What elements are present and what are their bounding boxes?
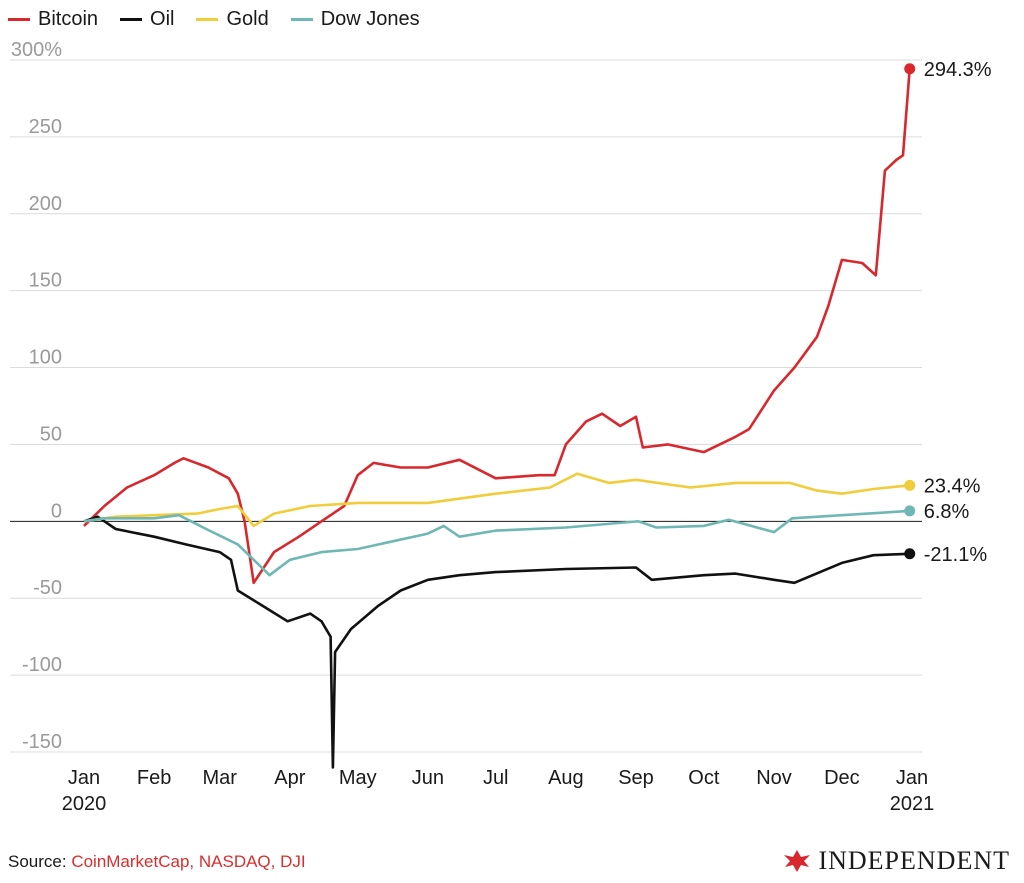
series-line-bitcoin [83,68,911,585]
x-tick-label: Oct [688,767,720,789]
series-end-label: 23.4% [924,475,981,497]
source-prefix: Source: [8,852,72,871]
x-tick-label: May [339,767,377,789]
y-tick-label: 100 [29,347,62,369]
series-end-label: -21.1% [924,544,988,566]
series-line-oil [83,515,910,769]
line-chart: 300% 250 200 150 100 50 0 -50 -100 -150 Jan 2020 Feb… [10,39,992,815]
x-tick-label: 2021 [890,793,935,815]
y-tick-label: -50 [33,577,62,599]
x-tick-label: Jun [412,767,444,789]
eagle-logo-icon [784,850,811,872]
series-end-label: 6.8% [924,501,970,523]
x-tick-label: Sep [618,767,654,789]
legend: Bitcoin Oil Gold Dow Jones [8,8,420,31]
series-end-point [904,63,916,75]
x-tick-label: Jul [483,767,509,789]
legend-swatch [290,18,313,21]
series-end-label: 294.3% [924,59,992,81]
legend-label: Dow Jones [320,8,420,30]
legend-swatch [120,18,143,21]
legend-item-bitcoin: Bitcoin [8,8,98,31]
x-tick-label: Dec [824,767,860,789]
source-note: Source: CoinMarketCap, NASDAQ, DJI [8,852,306,872]
brand: INDEPENDENT [782,846,1010,876]
legend-item-gold: Gold [196,8,269,31]
legend-swatch [8,18,30,21]
brand-name: INDEPENDENT [818,846,1010,875]
legend-label: Gold [226,8,269,30]
legend-item-dow-jones: Dow Jones [290,8,420,31]
series-end-point [904,479,916,491]
legend-item-oil: Oil [120,8,174,31]
y-tick-label: 250 [29,116,62,138]
y-tick-label: 150 [29,270,62,292]
x-tick-label: Jan [896,767,928,789]
x-tick-label: Feb [137,767,171,789]
x-tick-label: Nov [756,767,792,789]
y-tick-label: -100 [22,654,62,676]
y-tick-label: -150 [22,731,62,753]
series-line-dow-jones [83,509,910,577]
legend-label: Oil [150,8,175,30]
y-tick-label: 200 [29,193,62,215]
series-end-point [904,548,916,560]
x-tick-label: Jan [68,767,100,789]
series-end-point [904,505,916,517]
x-tick-label: 2020 [62,793,107,815]
x-tick-label: Aug [548,767,584,789]
legend-swatch [196,18,219,21]
series-line-gold [83,472,910,528]
y-tick-label: 50 [40,423,62,445]
x-tick-label: Apr [274,767,305,789]
x-tick-label: Mar [203,767,238,789]
legend-label: Bitcoin [38,8,99,30]
source-text: CoinMarketCap, NASDAQ, DJI [71,852,306,871]
y-tick-label: 0 [51,500,62,522]
y-tick-label: 300% [11,39,62,61]
